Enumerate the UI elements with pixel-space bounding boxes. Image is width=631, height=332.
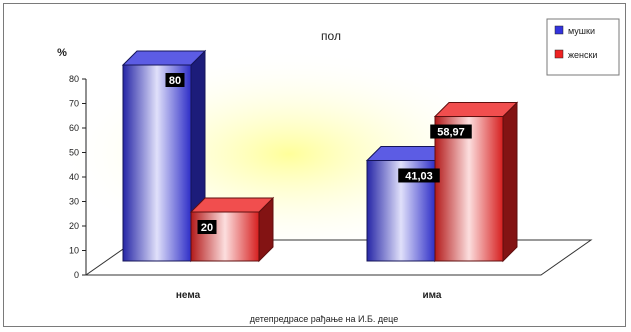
data-label: 58,97 xyxy=(437,127,465,139)
legend-swatch xyxy=(554,49,564,59)
data-label: 80 xyxy=(169,75,181,87)
data-label-bg xyxy=(165,73,185,87)
y-tick-label: 0 xyxy=(74,270,79,280)
legend-swatch xyxy=(554,25,564,35)
bar-top-1-1 xyxy=(433,102,519,118)
y-axis-label: % xyxy=(57,47,67,59)
x-axis-label: детепредрасе рађање на И.Б. деце xyxy=(250,314,398,324)
bar-1-1 xyxy=(434,116,504,262)
y-tick-label: 80 xyxy=(69,74,79,84)
y-tick-label: 10 xyxy=(69,246,79,256)
y-tick-label: 50 xyxy=(69,148,79,158)
bar-side-1-1 xyxy=(502,101,518,263)
category-label: има xyxy=(423,290,442,301)
bar-top-0-0 xyxy=(121,50,207,66)
data-label: 20 xyxy=(201,222,213,234)
data-label: 41,03 xyxy=(405,170,433,182)
data-label-bg xyxy=(197,220,217,234)
category-label: нема xyxy=(176,290,201,301)
legend-label: мушки xyxy=(568,26,595,36)
y-tick-label: 40 xyxy=(69,172,79,182)
bar-1-0 xyxy=(190,211,260,262)
data-label-bg xyxy=(430,124,472,139)
bar-0-0 xyxy=(122,64,192,262)
bar-top-1-0 xyxy=(189,197,275,213)
data-label-bg xyxy=(398,168,440,183)
chart-title: пол xyxy=(321,29,341,43)
chart-frame: 0 10 20 30 40 50 60 70 80 80 20 нема 41,03 58,97 има … xyxy=(3,3,626,327)
y-tick-label: 60 xyxy=(69,123,79,133)
y-tick-label: 30 xyxy=(69,197,79,207)
y-tick-label: 20 xyxy=(69,221,79,231)
y-tick-label: 70 xyxy=(69,99,79,109)
legend: мушки женски xyxy=(546,18,620,76)
legend-label: женски xyxy=(568,50,597,60)
